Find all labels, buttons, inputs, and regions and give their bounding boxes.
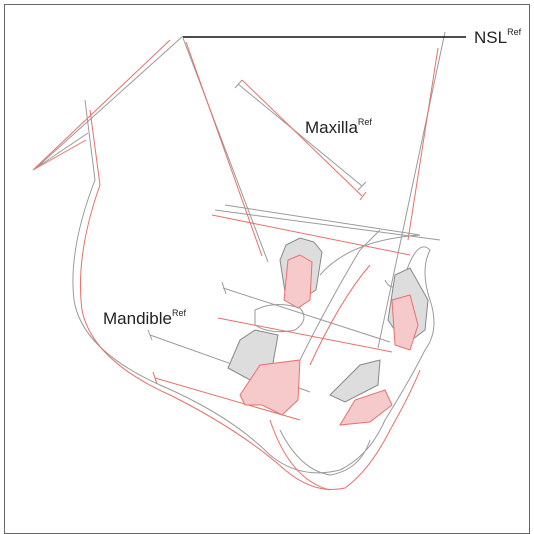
gray-premolar (255, 304, 304, 331)
tracing-diagram: NSLRef MaxillaRef MandibleRef (0, 0, 534, 534)
gray-cranial-lines (36, 32, 445, 348)
red-cranial-lines (33, 40, 438, 256)
label-superscript: Ref (507, 27, 522, 37)
red-maxilla-line (242, 80, 366, 200)
label-text: Maxilla (305, 118, 358, 137)
red-profile (80, 110, 420, 490)
label-superscript: Ref (358, 117, 373, 127)
nsl-label: NSLRef (474, 27, 522, 47)
label-superscript: Ref (172, 308, 187, 318)
frame (5, 5, 530, 534)
maxilla-reference (235, 80, 366, 200)
teeth (228, 238, 428, 425)
label-text: NSL (474, 28, 507, 47)
maxilla-label: MaxillaRef (305, 117, 372, 137)
red-upper-molar (284, 255, 312, 308)
profile (73, 100, 440, 490)
gray-profile (73, 100, 434, 473)
label-text: Mandible (103, 309, 172, 328)
mandible-label: MandibleRef (103, 308, 187, 328)
